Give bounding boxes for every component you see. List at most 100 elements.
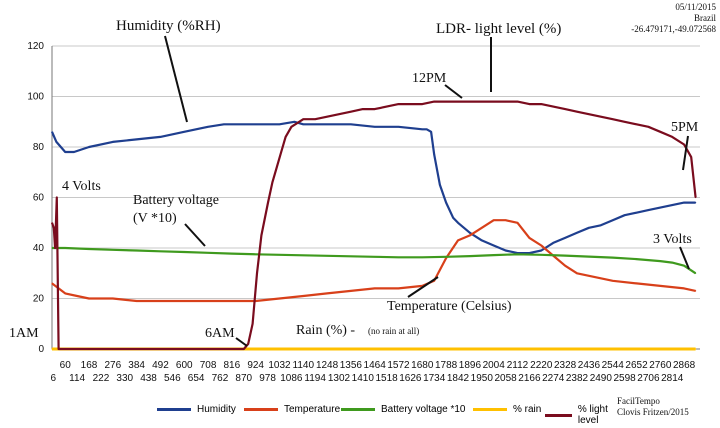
data-point	[421, 256, 423, 258]
data-point	[271, 181, 273, 183]
data-point	[397, 256, 400, 258]
x-tick-label: 1950	[471, 373, 494, 384]
data-point	[600, 224, 602, 226]
legend-swatch-light	[545, 413, 572, 417]
legend-label-battery: Battery voltage *10	[381, 404, 466, 415]
x-tick-label: 6	[51, 373, 57, 384]
data-point	[659, 131, 661, 133]
data-point	[56, 196, 58, 199]
data-point	[695, 272, 697, 274]
x-tick-label: 978	[259, 373, 276, 384]
annotation-6am: 6AM	[205, 326, 235, 341]
data-point	[659, 207, 661, 209]
annotation-battery-2: (V *10)	[133, 211, 177, 226]
data-point	[528, 252, 531, 254]
legend-swatch-battery	[341, 408, 375, 411]
data-point	[302, 295, 304, 297]
data-point	[564, 108, 566, 110]
data-point	[612, 118, 614, 120]
data-point	[302, 118, 304, 120]
x-tick-label: 330	[116, 373, 133, 384]
annotation-battery-1: Battery voltage	[133, 193, 219, 208]
data-point	[278, 297, 281, 300]
meta-coords: -26.479171,-49.072568	[631, 24, 716, 34]
data-point	[243, 348, 245, 350]
x-tick-label: 1410	[352, 373, 375, 384]
data-point	[647, 126, 650, 128]
series-humidity	[50, 120, 696, 255]
data-point	[183, 348, 185, 350]
data-point	[88, 146, 90, 148]
data-point	[112, 348, 114, 350]
data-point	[278, 123, 281, 125]
data-point	[51, 247, 53, 249]
data-point	[112, 297, 114, 300]
data-point	[452, 217, 454, 219]
x-tick-label: 2058	[494, 373, 517, 384]
x-tick-label: 1842	[447, 373, 470, 384]
data-point	[540, 254, 542, 256]
data-point	[540, 103, 542, 105]
data-point	[445, 202, 447, 204]
series-battery-voltage	[52, 246, 697, 275]
data-point	[659, 285, 661, 287]
x-tick-label: 384	[128, 360, 145, 371]
data-point	[683, 202, 685, 204]
data-point	[207, 348, 209, 350]
x-tick-label: 546	[164, 373, 181, 384]
x-tick-label: 1032	[268, 360, 291, 371]
data-point	[552, 106, 554, 108]
x-tick-label: 1572	[387, 360, 410, 371]
data-point	[624, 214, 626, 216]
data-point	[338, 113, 340, 115]
data-point	[302, 123, 304, 125]
annotation-5pm: 5PM	[671, 120, 699, 135]
data-point	[280, 151, 282, 153]
data-point	[374, 287, 376, 289]
annotation-rain: Rain (%) -	[296, 323, 355, 338]
x-tick-label: 1896	[459, 360, 482, 371]
data-point	[600, 116, 602, 118]
data-point	[159, 300, 161, 302]
data-point	[112, 249, 114, 251]
data-point	[285, 136, 287, 138]
data-point	[457, 222, 459, 224]
y-tick-label: 60	[33, 193, 45, 204]
data-point	[51, 222, 53, 224]
data-point	[159, 250, 161, 252]
data-point	[76, 295, 78, 297]
data-point	[88, 348, 90, 350]
data-point	[350, 111, 352, 113]
data-point	[64, 292, 66, 294]
data-point	[505, 219, 507, 221]
data-point	[564, 255, 566, 257]
data-point	[433, 154, 435, 156]
data-point	[439, 184, 441, 186]
data-point	[493, 101, 495, 103]
data-point	[112, 141, 114, 143]
data-point	[64, 348, 66, 350]
x-tick-label: 1626	[399, 373, 422, 384]
data-point	[386, 106, 388, 108]
data-point	[397, 103, 400, 105]
data-point	[671, 204, 673, 206]
x-tick-label: 222	[93, 373, 110, 384]
data-point	[247, 343, 249, 345]
legend-swatch-temperature	[244, 408, 278, 411]
x-tick-label: 1518	[375, 373, 398, 384]
y-tick-label: 80	[33, 142, 45, 153]
data-point	[374, 108, 376, 110]
data-point	[231, 253, 233, 255]
data-point	[576, 232, 578, 234]
data-point	[350, 123, 352, 125]
data-point	[267, 123, 269, 125]
annotations: Humidity (%RH) LDR- light level (%) 12PM…	[9, 18, 699, 347]
data-point	[588, 256, 590, 258]
data-point	[564, 237, 566, 239]
data-point	[207, 126, 209, 128]
legend-swatch-rain	[473, 408, 507, 411]
x-tick-label: 654	[188, 373, 205, 384]
meta-date: 05/11/2015	[675, 2, 716, 12]
x-tick-label: 1302	[328, 373, 351, 384]
